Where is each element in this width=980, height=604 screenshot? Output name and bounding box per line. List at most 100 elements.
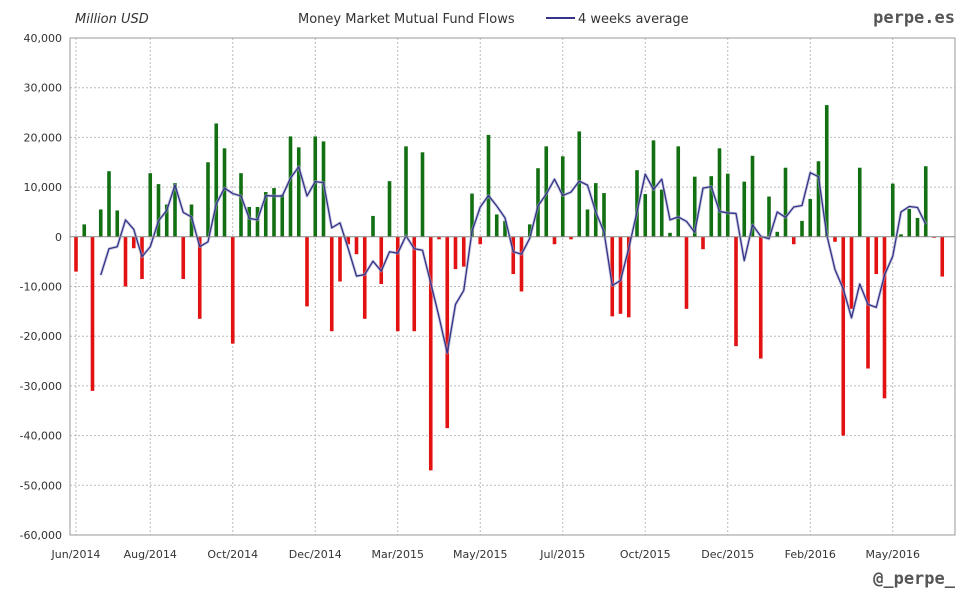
inflow-bar [742, 181, 747, 237]
inflow-bar [857, 167, 862, 237]
outflow-bar [329, 236, 334, 332]
outflow-bar [511, 236, 516, 275]
outflow-bar [428, 236, 433, 471]
x-tick-label: Oct/2014 [207, 548, 258, 561]
x-tick-label: Feb/2016 [785, 548, 836, 561]
outflow-bar [354, 236, 359, 255]
outflow-bar [197, 236, 202, 319]
y-tick-label: 10,000 [24, 181, 63, 194]
inflow-bar [709, 176, 714, 237]
outflow-bar [131, 236, 136, 249]
flow-bars [74, 105, 945, 471]
inflow-bar [371, 215, 375, 237]
inflow-bar [527, 224, 532, 237]
plot-frame [69, 37, 956, 536]
inflow-bar [816, 161, 821, 237]
outflow-bar [412, 236, 417, 332]
inflow-bar [164, 204, 169, 237]
inflow-bar [263, 192, 268, 237]
inflow-bar [824, 105, 829, 237]
outflow-bar [181, 236, 186, 280]
inflow-bar [577, 131, 582, 237]
inflow-bar [296, 147, 301, 237]
outflow-bar [684, 236, 689, 309]
y-tick-label: -40,000 [20, 430, 62, 443]
x-tick-label: Dec/2015 [701, 548, 754, 561]
x-tick-label: Aug/2014 [124, 548, 177, 561]
inflow-bar [115, 210, 120, 237]
inflow-bar [173, 183, 177, 237]
inflow-bar [800, 220, 804, 237]
legend-label: 4 weeks average [578, 12, 689, 27]
y-tick-label: -50,000 [20, 479, 62, 492]
inflow-bar [156, 184, 161, 237]
outflow-bar [338, 236, 342, 282]
inflow-bar [915, 217, 920, 237]
inflow-bar [503, 220, 507, 237]
inflow-bar [783, 167, 788, 237]
outflow-bar [123, 236, 128, 287]
average-line-layer [99, 165, 928, 355]
inflow-bar [313, 136, 318, 237]
outflow-bar [940, 236, 945, 277]
y-tick-label: 0 [55, 231, 62, 244]
y-tick-label: -20,000 [20, 330, 62, 343]
inflow-bar [288, 136, 293, 237]
inflow-bar [692, 176, 697, 237]
inflow-bar [98, 209, 103, 237]
watermark-bottom: @_perpe_ [873, 569, 956, 589]
y-axis-unit-label: Million USD [75, 12, 149, 27]
inflow-bar [717, 148, 722, 237]
inflow-bar [890, 183, 895, 237]
inflow-bar [486, 134, 491, 237]
outflow-bar [841, 236, 846, 436]
outflow-bar [478, 236, 483, 245]
inflow-bar [470, 193, 474, 237]
inflow-bar [247, 206, 252, 237]
y-tick-label: 40,000 [24, 32, 63, 45]
outflow-bar [379, 236, 384, 285]
inflow-bar [668, 232, 672, 237]
inflow-bar [808, 199, 813, 237]
outflow-bar [453, 236, 458, 270]
inflow-bar [676, 146, 681, 237]
outflow-bar [701, 236, 705, 250]
inflow-bar [635, 170, 639, 237]
outflow-bar [791, 236, 796, 245]
outflow-bar [519, 236, 524, 292]
inflow-bar [272, 188, 276, 237]
outflow-bar [445, 236, 450, 429]
outflow-bar [734, 236, 738, 347]
inflow-bar [494, 214, 499, 237]
inflow-bar [222, 148, 227, 237]
inflow-bar [767, 196, 771, 237]
outflow-bar [833, 236, 837, 242]
inflow-bar [148, 173, 153, 237]
y-tick-label: 20,000 [24, 131, 63, 144]
x-tick-label: Jun/2014 [51, 548, 101, 561]
outflow-bar [552, 236, 557, 245]
y-tick-label: 30,000 [24, 82, 63, 95]
inflow-bar [750, 155, 755, 237]
outflow-bar [882, 236, 887, 399]
outflow-bar [395, 236, 400, 332]
outflow-bar [437, 236, 441, 240]
inflow-bar [643, 194, 648, 237]
inflow-bar [907, 208, 912, 237]
inflow-bar [280, 194, 285, 237]
inflow-bar [387, 181, 392, 237]
x-tick-label: May/2015 [453, 548, 507, 561]
outflow-bar [74, 236, 78, 272]
inflow-bar [404, 146, 408, 237]
inflow-bar [923, 166, 928, 237]
inflow-bar [659, 189, 664, 237]
outflow-bar [230, 236, 235, 344]
x-tick-label: May/2016 [866, 548, 920, 561]
inflow-bar [602, 193, 606, 237]
inflow-bar [82, 224, 87, 237]
gridlines [70, 37, 955, 536]
outflow-bar [305, 236, 309, 307]
x-tick-label: Oct/2015 [620, 548, 671, 561]
chart-title: Money Market Mutual Fund Flows [298, 12, 515, 27]
